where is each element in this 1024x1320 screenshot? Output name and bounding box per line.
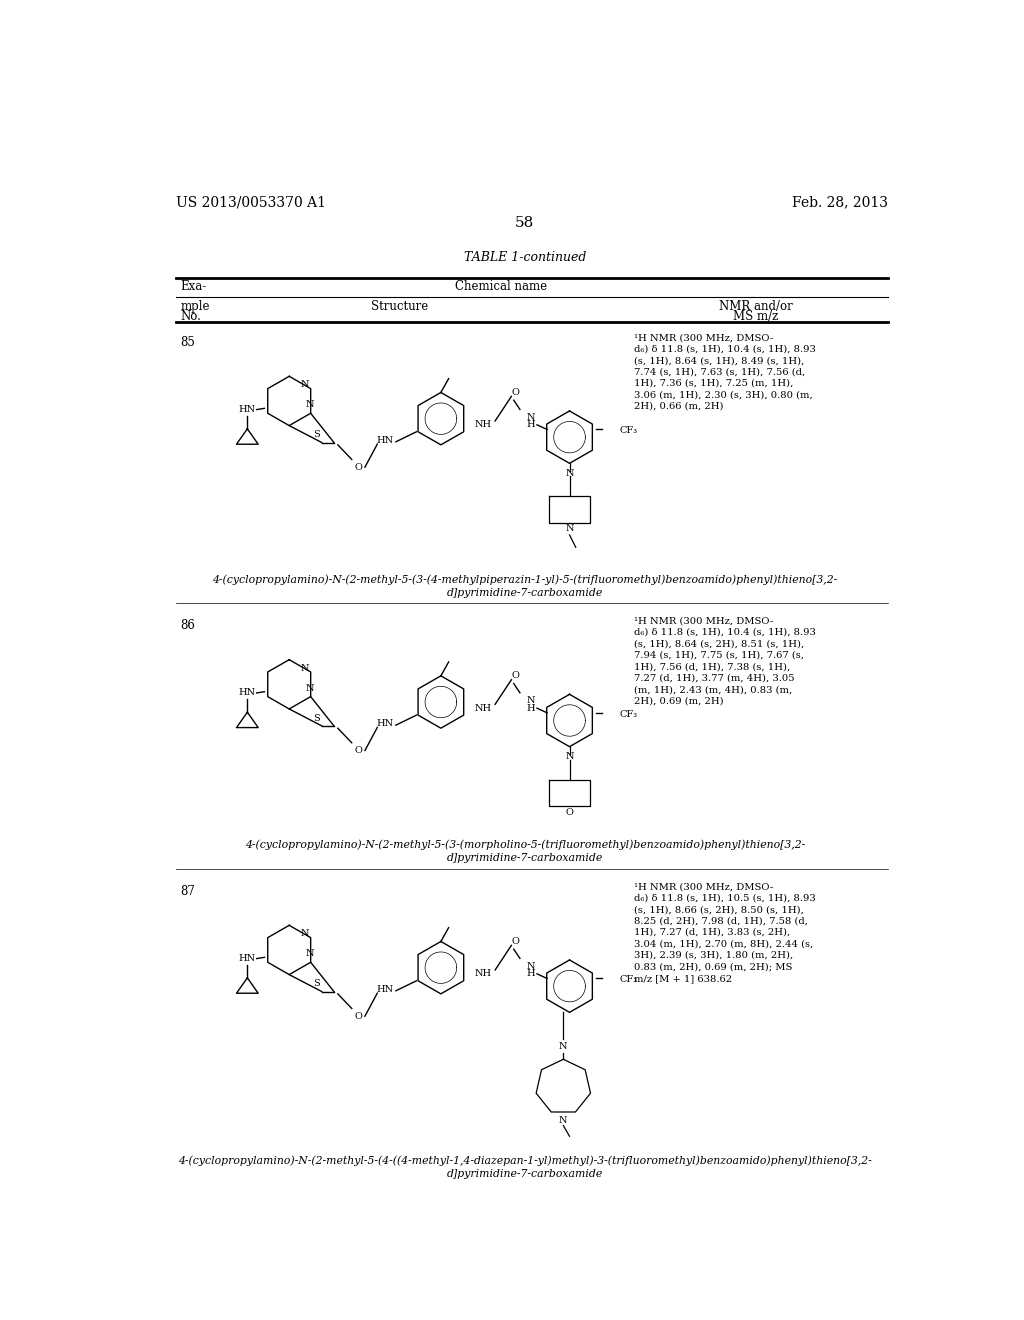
Text: N: N bbox=[305, 949, 313, 958]
Text: N: N bbox=[305, 684, 313, 693]
Text: HN: HN bbox=[239, 405, 256, 414]
Text: N: N bbox=[301, 929, 309, 939]
Text: CF₃: CF₃ bbox=[620, 710, 637, 719]
Text: NH: NH bbox=[475, 704, 493, 713]
Text: NH: NH bbox=[475, 969, 493, 978]
Text: NMR and/or: NMR and/or bbox=[719, 300, 793, 313]
Text: S: S bbox=[313, 979, 321, 989]
Text: HN: HN bbox=[377, 985, 393, 994]
Text: H: H bbox=[526, 969, 536, 978]
Text: NH: NH bbox=[475, 420, 493, 429]
Text: 4-(cyclopropylamino)-N-(2-methyl-5-(3-(morpholino-5-(trifluoromethyl)benzoamido): 4-(cyclopropylamino)-N-(2-methyl-5-(3-(m… bbox=[245, 840, 805, 863]
Text: CF₃: CF₃ bbox=[620, 426, 637, 436]
Text: O: O bbox=[354, 463, 361, 471]
Text: Feb. 28, 2013: Feb. 28, 2013 bbox=[792, 195, 888, 210]
Text: O: O bbox=[354, 746, 361, 755]
Text: N: N bbox=[301, 380, 309, 389]
Text: Chemical name: Chemical name bbox=[456, 280, 548, 293]
Text: Structure: Structure bbox=[371, 300, 428, 313]
Text: N: N bbox=[565, 752, 573, 762]
Text: O: O bbox=[511, 937, 519, 946]
Text: N: N bbox=[526, 413, 535, 421]
Text: ¹H NMR (300 MHz, DMSO-
d₆) δ 11.8 (s, 1H), 10.5 (s, 1H), 8.93
(s, 1H), 8.66 (s, : ¹H NMR (300 MHz, DMSO- d₆) δ 11.8 (s, 1H… bbox=[634, 882, 816, 983]
Text: CF₃: CF₃ bbox=[620, 975, 637, 985]
Text: HN: HN bbox=[239, 689, 256, 697]
Text: H: H bbox=[526, 704, 536, 713]
Text: HN: HN bbox=[377, 436, 393, 445]
Text: HN: HN bbox=[239, 954, 256, 964]
Text: 86: 86 bbox=[180, 619, 196, 632]
Text: HN: HN bbox=[377, 719, 393, 729]
Text: O: O bbox=[354, 1011, 361, 1020]
Text: mple: mple bbox=[180, 300, 210, 313]
Text: 87: 87 bbox=[180, 884, 196, 898]
Text: N: N bbox=[301, 664, 309, 673]
Text: N: N bbox=[526, 962, 535, 970]
Text: N: N bbox=[526, 696, 535, 705]
Text: N: N bbox=[565, 524, 573, 533]
Text: Exa-: Exa- bbox=[180, 280, 207, 293]
Text: 4-(cyclopropylamino)-N-(2-methyl-5-(3-(4-methylpiperazin-1-yl)-5-(trifluoromethy: 4-(cyclopropylamino)-N-(2-methyl-5-(3-(4… bbox=[212, 574, 838, 598]
Text: 4-(cyclopropylamino)-N-(2-methyl-5-(4-((4-methyl-1,4-diazepan-1-yl)methyl)-3-(tr: 4-(cyclopropylamino)-N-(2-methyl-5-(4-((… bbox=[178, 1155, 871, 1179]
Text: 58: 58 bbox=[515, 216, 535, 230]
Text: 85: 85 bbox=[180, 335, 196, 348]
Text: S: S bbox=[313, 430, 321, 440]
Text: O: O bbox=[565, 808, 573, 817]
Text: N: N bbox=[559, 1043, 567, 1052]
Text: No.: No. bbox=[180, 310, 202, 323]
Text: ¹H NMR (300 MHz, DMSO-
d₆) δ 11.8 (s, 1H), 10.4 (s, 1H), 8.93
(s, 1H), 8.64 (s, : ¹H NMR (300 MHz, DMSO- d₆) δ 11.8 (s, 1H… bbox=[634, 333, 816, 411]
Text: US 2013/0053370 A1: US 2013/0053370 A1 bbox=[176, 195, 326, 210]
Text: N: N bbox=[305, 400, 313, 409]
Text: MS m/z: MS m/z bbox=[733, 310, 778, 323]
Text: N: N bbox=[559, 1117, 567, 1126]
Text: S: S bbox=[313, 714, 321, 722]
Text: N: N bbox=[565, 469, 573, 478]
Text: O: O bbox=[511, 388, 519, 397]
Text: H: H bbox=[526, 420, 536, 429]
Text: ¹H NMR (300 MHz, DMSO-
d₆) δ 11.8 (s, 1H), 10.4 (s, 1H), 8.93
(s, 1H), 8.64 (s, : ¹H NMR (300 MHz, DMSO- d₆) δ 11.8 (s, 1H… bbox=[634, 616, 816, 706]
Text: TABLE 1-continued: TABLE 1-continued bbox=[464, 251, 586, 264]
Text: O: O bbox=[511, 672, 519, 680]
